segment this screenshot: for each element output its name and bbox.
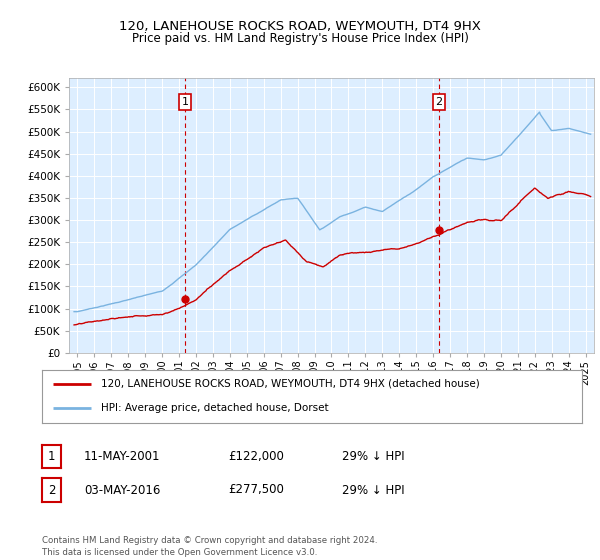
Text: £122,000: £122,000 [228,450,284,463]
Text: 03-MAY-2016: 03-MAY-2016 [84,483,160,497]
Text: £277,500: £277,500 [228,483,284,497]
Text: 29% ↓ HPI: 29% ↓ HPI [342,450,404,463]
Text: 1: 1 [48,450,55,463]
Text: HPI: Average price, detached house, Dorset: HPI: Average price, detached house, Dors… [101,403,329,413]
Text: 1: 1 [182,97,188,107]
Text: 120, LANEHOUSE ROCKS ROAD, WEYMOUTH, DT4 9HX (detached house): 120, LANEHOUSE ROCKS ROAD, WEYMOUTH, DT4… [101,379,480,389]
Text: 2: 2 [48,483,55,497]
Text: Price paid vs. HM Land Registry's House Price Index (HPI): Price paid vs. HM Land Registry's House … [131,32,469,45]
Text: 120, LANEHOUSE ROCKS ROAD, WEYMOUTH, DT4 9HX: 120, LANEHOUSE ROCKS ROAD, WEYMOUTH, DT4… [119,20,481,32]
Text: 2: 2 [436,97,443,107]
Text: 29% ↓ HPI: 29% ↓ HPI [342,483,404,497]
Text: 11-MAY-2001: 11-MAY-2001 [84,450,161,463]
Text: Contains HM Land Registry data © Crown copyright and database right 2024.
This d: Contains HM Land Registry data © Crown c… [42,536,377,557]
